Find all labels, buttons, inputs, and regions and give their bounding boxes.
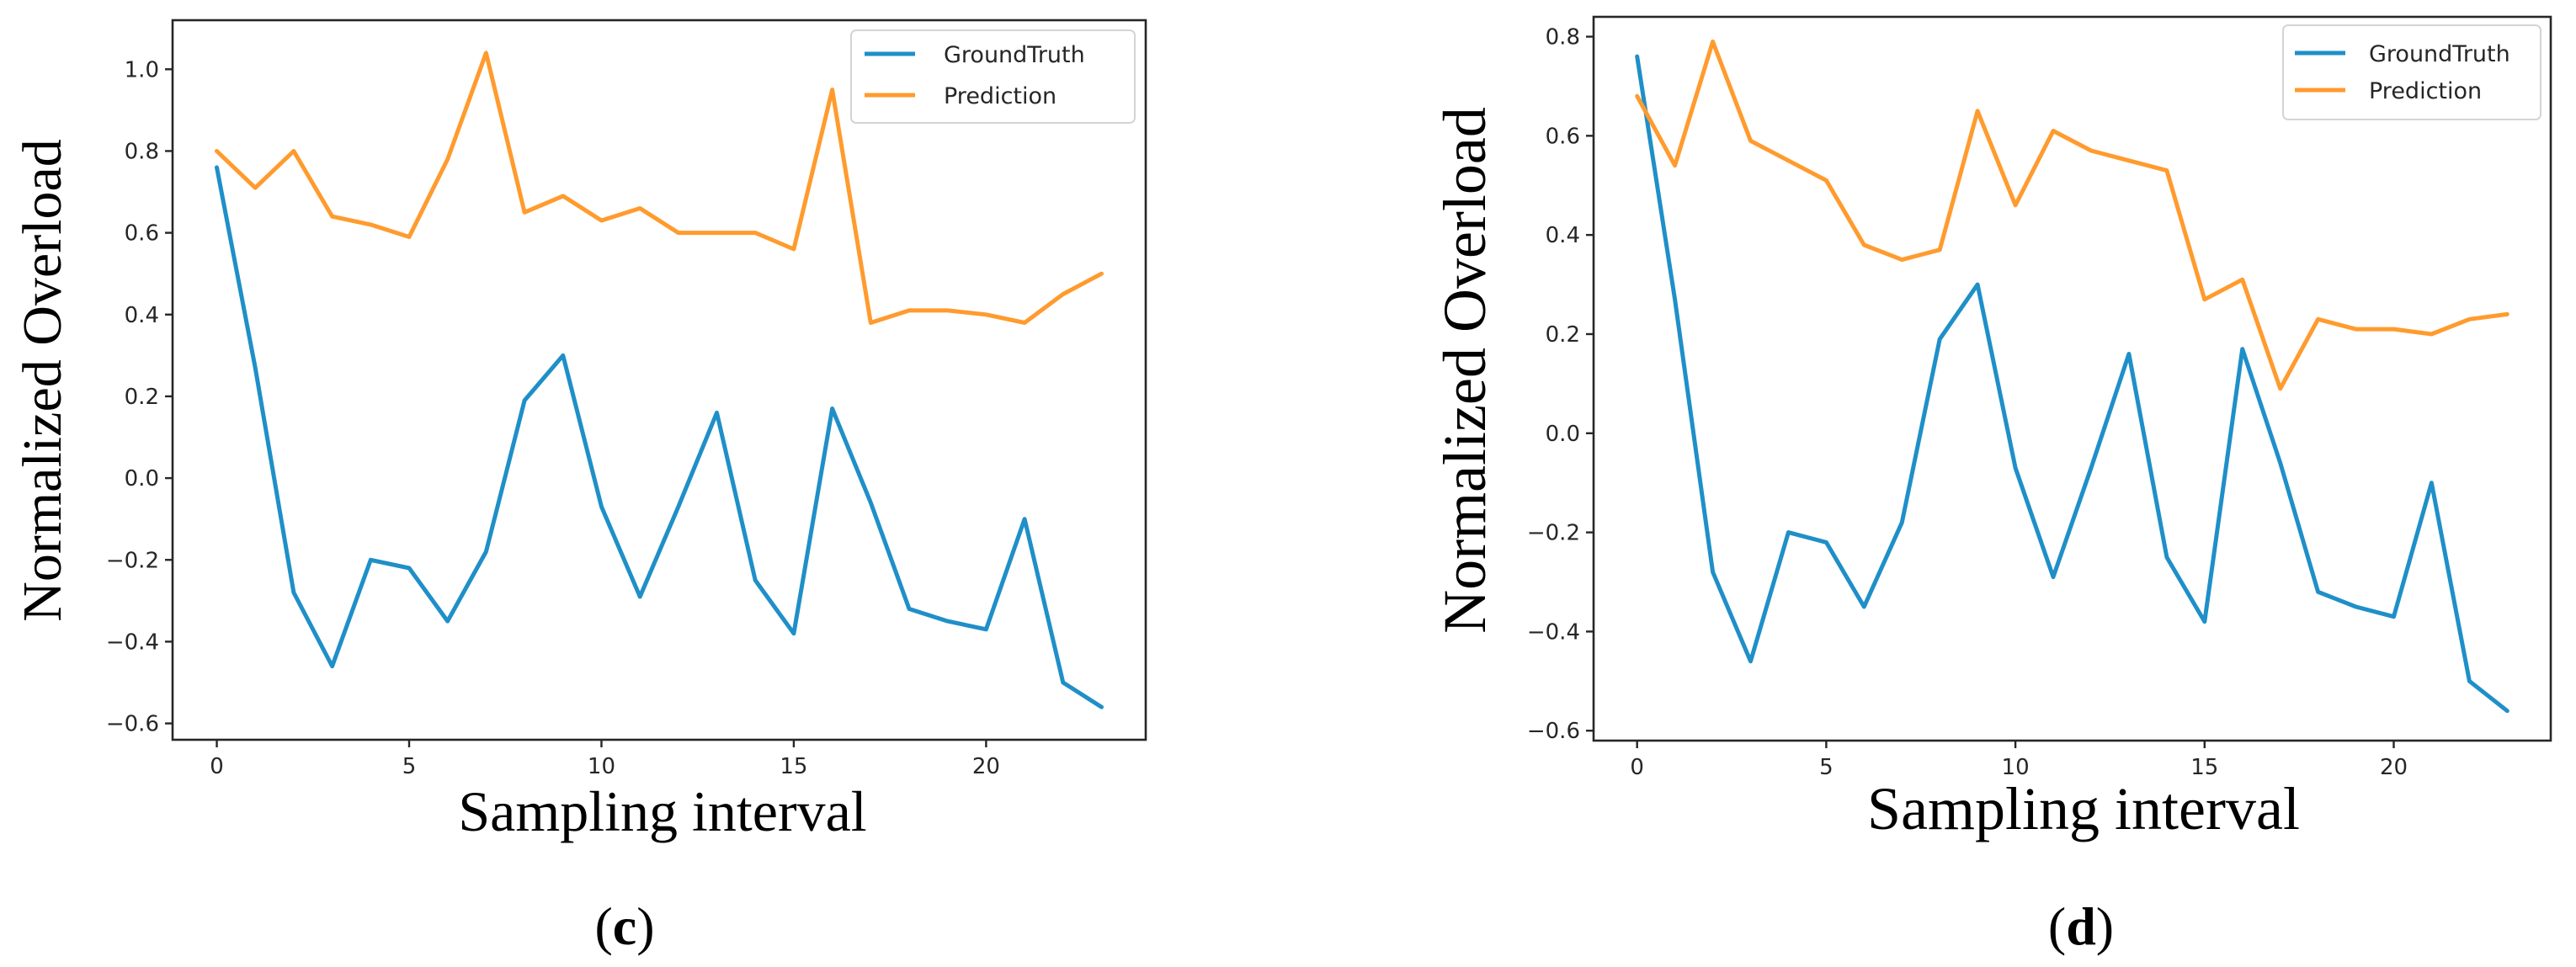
y-tick-label: −0.6 xyxy=(1527,719,1580,744)
y-tick-label: 1.0 xyxy=(125,57,159,82)
x-tick-label: 10 xyxy=(588,754,615,779)
panel-caption: (c) xyxy=(594,896,654,956)
x-tick-label: 15 xyxy=(2190,755,2218,780)
panel-c: −0.6−0.4−0.20.00.20.40.60.81.0 0 5 10 15 20 … xyxy=(12,19,1147,956)
x-ticks: 0 5 10 15 20 xyxy=(210,740,1000,779)
y-ticks: −0.6 −0.4 −0.2 0.0 0.2 0.4 0.6 0.8 xyxy=(1527,25,1594,744)
x-axis-label: Sampling interval xyxy=(1867,775,2300,842)
x-axis-label: Sampling interval xyxy=(458,779,866,843)
y-tick-label: −0.2 xyxy=(1527,521,1580,546)
y-tick-label: 0.2 xyxy=(1546,322,1580,348)
caption-open-paren: ( xyxy=(2048,896,2066,956)
legend: GroundTruth Prediction xyxy=(850,29,1136,124)
series-line-groundtruth xyxy=(1635,54,2509,714)
series-line-groundtruth xyxy=(215,165,1104,709)
x-tick-label: 5 xyxy=(402,754,417,779)
y-tick-label: 0.8 xyxy=(125,139,159,164)
legend: GroundTruth Prediction xyxy=(2282,24,2541,120)
x-tick-label: 0 xyxy=(1630,755,1644,780)
legend-label-groundtruth: GroundTruth xyxy=(944,42,1085,68)
y-tick-label: 0.4 xyxy=(125,303,159,328)
plot-frame xyxy=(171,19,1147,741)
y-tick-label: 0.2 xyxy=(125,385,159,410)
y-tick-label: 0.6 xyxy=(125,221,159,247)
y-tick-label: −0.2 xyxy=(106,548,159,573)
y-tick-label: −0.4 xyxy=(1527,619,1580,645)
legend-box xyxy=(850,29,1136,124)
y-tick-label: −0.4 xyxy=(106,630,159,655)
caption-close-paren: ) xyxy=(2096,896,2114,956)
legend-label-prediction: Prediction xyxy=(2369,78,2482,104)
y-axis-label: Normalized Overload xyxy=(1431,107,1498,634)
caption-letter: c xyxy=(613,896,636,956)
y-axis-label: Normalized Overload xyxy=(12,139,73,622)
caption-close-paren: ) xyxy=(636,896,654,956)
y-ticks: −0.6 −0.4 −0.2 0.0 0.2 0.4 0.6 0.8 1.0 xyxy=(106,57,173,737)
plot-frame xyxy=(1592,15,2552,742)
x-tick-label: 10 xyxy=(2002,755,2030,780)
panel-caption: (d) xyxy=(2048,896,2114,956)
legend-label-groundtruth: GroundTruth xyxy=(2369,41,2510,67)
x-tick-label: 0 xyxy=(210,754,224,779)
series-lines xyxy=(215,50,1104,709)
y-tick-label: −0.6 xyxy=(106,712,159,737)
legend-label-prediction: Prediction xyxy=(944,83,1056,109)
x-tick-label: 20 xyxy=(2380,755,2408,780)
caption-open-paren: ( xyxy=(594,896,612,956)
series-line-prediction xyxy=(215,50,1104,325)
panel-d: −0.6 −0.4 −0.2 0.0 0.2 0.4 0.6 0.8 0 5 10 15 20 Nor… xyxy=(1431,15,2552,956)
y-tick-label: 0.0 xyxy=(1546,422,1580,447)
series-lines xyxy=(1635,40,2509,714)
x-tick-label: 20 xyxy=(972,754,1000,779)
legend-box xyxy=(2282,24,2541,120)
y-tick-label: 0.8 xyxy=(1546,25,1580,50)
y-tick-label: 0.0 xyxy=(125,466,159,491)
caption-letter: d xyxy=(2066,896,2096,956)
x-tick-label: 15 xyxy=(780,754,807,779)
y-tick-label: 0.4 xyxy=(1546,223,1580,248)
y-tick-label: 0.6 xyxy=(1546,124,1580,149)
x-tick-label: 5 xyxy=(1819,755,1834,780)
x-ticks: 0 5 10 15 20 xyxy=(1630,741,2408,780)
series-line-prediction xyxy=(1635,40,2509,391)
